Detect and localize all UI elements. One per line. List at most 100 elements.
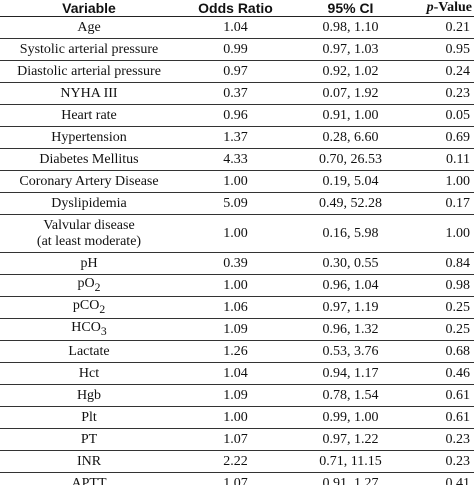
- row-variable-line1: Valvular disease: [43, 217, 135, 233]
- row-p-value: 0.61: [408, 384, 474, 407]
- row-odds-ratio: 0.99: [178, 38, 293, 61]
- row-odds-ratio: 1.00: [178, 214, 293, 253]
- table-row: Heart rate 0.96 0.91, 1.00 0.05: [0, 104, 474, 127]
- row-ci: 0.91, 1.00: [293, 104, 408, 127]
- row-variable: Heart rate: [0, 104, 178, 127]
- row-odds-ratio: 1.00: [178, 406, 293, 429]
- row-ci: 0.28, 6.60: [293, 126, 408, 149]
- row-p-value: 0.61: [408, 406, 474, 429]
- row-odds-ratio: 0.37: [178, 82, 293, 105]
- row-odds-ratio: 1.06: [178, 296, 293, 319]
- row-ci: 0.98, 1.10: [293, 16, 408, 39]
- row-ci: 0.92, 1.02: [293, 60, 408, 83]
- row-ci: 0.16, 5.98: [293, 214, 408, 253]
- row-odds-ratio: 5.09: [178, 192, 293, 215]
- row-variable-subscript: 3: [100, 324, 107, 338]
- row-variable: Dyslipidemia: [0, 192, 178, 215]
- row-p-value: 0.21: [408, 16, 474, 39]
- row-odds-ratio: 0.96: [178, 104, 293, 127]
- row-p-value: 0.41: [408, 472, 474, 485]
- row-p-value: 0.25: [408, 296, 474, 319]
- row-variable: Diastolic arterial pressure: [0, 60, 178, 83]
- row-ci: 0.71, 11.15: [293, 450, 408, 473]
- row-variable-subscript: 2: [99, 302, 106, 316]
- row-variable: Plt: [0, 406, 178, 429]
- row-variable-subscript: 2: [94, 280, 101, 294]
- row-variable: PT: [0, 428, 178, 451]
- row-p-value: 0.68: [408, 340, 474, 363]
- table-row: Coronary Artery Disease 1.00 0.19, 5.04 …: [0, 170, 474, 193]
- table-row: Hypertension 1.37 0.28, 6.60 0.69: [0, 126, 474, 149]
- table-row: Plt 1.00 0.99, 1.00 0.61: [0, 406, 474, 429]
- row-ci: 0.53, 3.76: [293, 340, 408, 363]
- row-ci: 0.94, 1.17: [293, 362, 408, 385]
- row-variable-base: HCO: [71, 319, 101, 335]
- table-row: PT 1.07 0.97, 1.22 0.23: [0, 428, 474, 451]
- table-row: Valvular disease (at least moderate) 1.00…: [0, 214, 474, 253]
- row-odds-ratio: 1.00: [178, 170, 293, 193]
- row-variable-line2: (at least moderate): [36, 233, 142, 249]
- row-variable: pO2: [0, 274, 178, 297]
- table-row: Lactate 1.26 0.53, 3.76 0.68: [0, 340, 474, 363]
- row-ci: 0.97, 1.03: [293, 38, 408, 61]
- table-row: pCO2 1.06 0.97, 1.19 0.25: [0, 296, 474, 319]
- row-variable: INR: [0, 450, 178, 473]
- table-row: NYHA III 0.37 0.07, 1.92 0.23: [0, 82, 474, 105]
- row-variable-base: pCO: [72, 297, 100, 313]
- row-odds-ratio: 1.07: [178, 428, 293, 451]
- row-variable: pH: [0, 252, 178, 275]
- row-variable: Coronary Artery Disease: [0, 170, 178, 193]
- row-odds-ratio: 0.39: [178, 252, 293, 275]
- row-odds-ratio: 1.07: [178, 472, 293, 485]
- row-variable: Lactate: [0, 340, 178, 363]
- row-variable: Age: [0, 16, 178, 39]
- table-row: APTT 1.07 0.91, 1.27 0.41: [0, 472, 474, 485]
- row-p-value: 0.23: [408, 82, 474, 105]
- row-p-value: 0.11: [408, 148, 474, 171]
- table-row: HCO3 1.09 0.96, 1.32 0.25: [0, 318, 474, 341]
- table-row: Hct 1.04 0.94, 1.17 0.46: [0, 362, 474, 385]
- header-row: Variable Odds Ratio 95% CI p-Value: [0, 0, 474, 17]
- row-p-value: 0.98: [408, 274, 474, 297]
- table-row: Age 1.04 0.98, 1.10 0.21: [0, 16, 474, 39]
- row-p-value: 0.69: [408, 126, 474, 149]
- row-variable: Valvular disease (at least moderate): [0, 214, 178, 253]
- row-odds-ratio: 1.04: [178, 362, 293, 385]
- header-p-rest: -Value: [433, 0, 472, 15]
- table-row: Diastolic arterial pressure 0.97 0.92, 1…: [0, 60, 474, 83]
- row-variable: Hct: [0, 362, 178, 385]
- header-p-italic: p: [426, 0, 434, 15]
- header-ci: 95% CI: [293, 0, 408, 17]
- row-odds-ratio: 4.33: [178, 148, 293, 171]
- row-p-value: 0.84: [408, 252, 474, 275]
- row-variable: Hgb: [0, 384, 178, 407]
- row-ci: 0.96, 1.32: [293, 318, 408, 341]
- row-odds-ratio: 1.09: [178, 384, 293, 407]
- row-odds-ratio: 0.97: [178, 60, 293, 83]
- row-ci: 0.99, 1.00: [293, 406, 408, 429]
- header-odds-ratio: Odds Ratio: [178, 0, 293, 17]
- table-row: INR 2.22 0.71, 11.15 0.23: [0, 450, 474, 473]
- row-variable: Hypertension: [0, 126, 178, 149]
- row-p-value: 0.95: [408, 38, 474, 61]
- row-ci: 0.30, 0.55: [293, 252, 408, 275]
- row-p-value: 1.00: [408, 214, 474, 253]
- table-row: Systolic arterial pressure 0.99 0.97, 1.…: [0, 38, 474, 61]
- table-row: Hgb 1.09 0.78, 1.54 0.61: [0, 384, 474, 407]
- row-ci: 0.07, 1.92: [293, 82, 408, 105]
- table-header: Variable Odds Ratio 95% CI p-Value: [0, 0, 474, 17]
- row-odds-ratio: 1.09: [178, 318, 293, 341]
- row-odds-ratio: 1.37: [178, 126, 293, 149]
- row-p-value: 0.46: [408, 362, 474, 385]
- table-row: Dyslipidemia 5.09 0.49, 52.28 0.17: [0, 192, 474, 215]
- row-p-value: 0.05: [408, 104, 474, 127]
- table-row: pH 0.39 0.30, 0.55 0.84: [0, 252, 474, 275]
- row-variable: APTT: [0, 472, 178, 485]
- row-odds-ratio: 1.00: [178, 274, 293, 297]
- row-ci: 0.97, 1.19: [293, 296, 408, 319]
- table-body: Age 1.04 0.98, 1.10 0.21 Systolic arteri…: [0, 16, 474, 485]
- row-odds-ratio: 1.04: [178, 16, 293, 39]
- row-ci: 0.96, 1.04: [293, 274, 408, 297]
- row-ci: 0.70, 26.53: [293, 148, 408, 171]
